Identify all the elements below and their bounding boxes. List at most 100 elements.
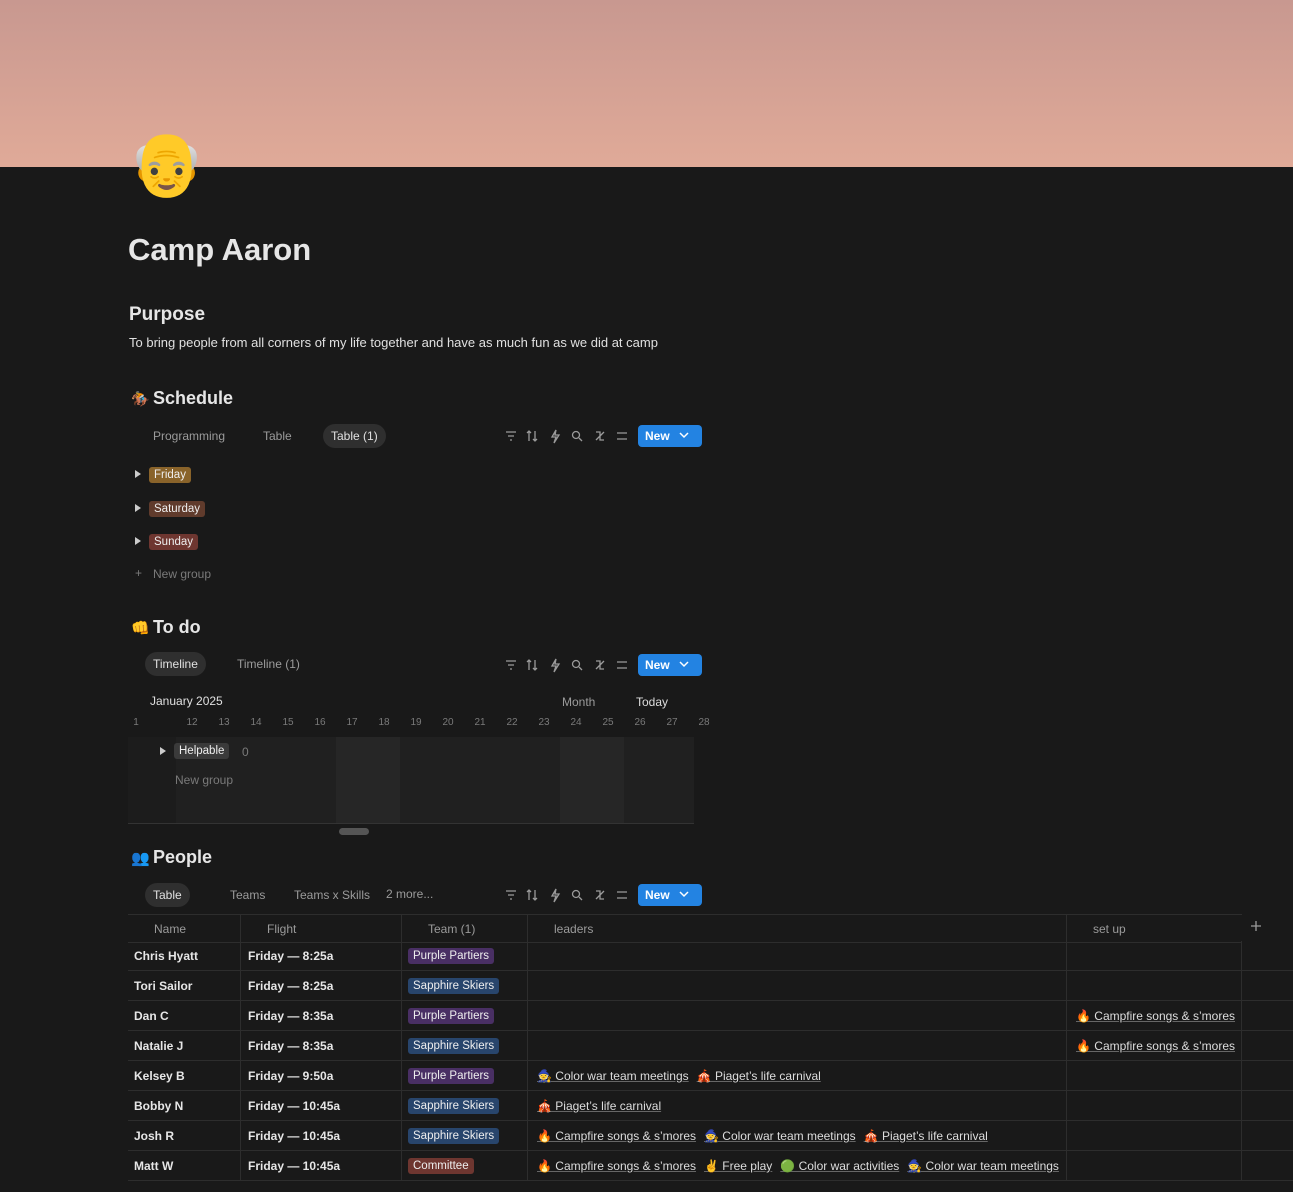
toolbar (500, 885, 630, 905)
triangle (135, 504, 141, 512)
new-button[interactable]: New (638, 654, 702, 676)
group-count: 0 (242, 745, 249, 759)
view-tab[interactable]: Teams x Skills (294, 888, 371, 902)
day-label: 17 (346, 717, 358, 728)
page-title: Camp Aaron (128, 232, 312, 267)
relation-link[interactable]: 🔥 Campfire songs & s’mores (537, 1159, 696, 1173)
group-tag[interactable]: Sunday (149, 534, 199, 550)
column-header[interactable]: Name (128, 914, 241, 943)
add-column[interactable] (1250, 919, 1262, 937)
more-views[interactable]: 2 more... (386, 887, 434, 901)
relation-link[interactable]: 🧙 Color war team meetings (704, 1129, 856, 1143)
relation-link[interactable]: 🎪 Piaget’s life carnival (863, 1129, 988, 1143)
new-dropdown[interactable] (679, 889, 689, 902)
name-cell[interactable]: Chris Hyatt (134, 949, 199, 963)
table-cell (528, 1001, 1067, 1031)
view-tab[interactable]: Timeline (145, 652, 206, 676)
day-label: 26 (634, 717, 646, 728)
toggle-arrow (134, 469, 142, 481)
name-cell[interactable]: Bobby N (134, 1099, 184, 1113)
purpose-heading: Purpose (129, 304, 206, 325)
name-cell[interactable]: Natalie J (134, 1039, 184, 1053)
view-tab[interactable]: Timeline (1) (237, 657, 300, 671)
new-button[interactable]: New (638, 884, 702, 906)
name-cell[interactable]: Tori Sailor (134, 979, 193, 993)
column-header[interactable]: Team (1) (402, 914, 528, 943)
table-cell (241, 1001, 402, 1031)
relation-link[interactable]: 🎪 Piaget’s life carnival (537, 1099, 662, 1113)
new-dropdown[interactable] (679, 430, 689, 443)
table-cell (241, 1151, 402, 1181)
new-group[interactable]: + (135, 566, 143, 580)
group-tag[interactable]: Friday (149, 467, 191, 483)
leaders-cell: 🎪 Piaget’s life carnival (537, 1099, 669, 1113)
table-cell (241, 1121, 402, 1151)
team-tag: Purple Partiers (408, 1008, 495, 1024)
table-cell (241, 1031, 402, 1061)
table-cell (241, 1061, 402, 1091)
group-tag[interactable]: Saturday (149, 501, 206, 517)
table-cell (128, 1151, 241, 1181)
relation-link[interactable]: 🔥 Campfire songs & s’mores (537, 1129, 696, 1143)
column-header[interactable]: Flight (241, 914, 402, 943)
new-group-label[interactable]: New group (153, 567, 212, 581)
column-header[interactable]: set up (1067, 914, 1242, 943)
relation-link[interactable]: 🔥 Campfire songs & s’mores (1076, 1039, 1235, 1053)
name-cell[interactable]: Dan C (134, 1009, 169, 1023)
view-tab[interactable]: Table (263, 429, 292, 443)
table-cell (1242, 1091, 1293, 1121)
table-cell (1242, 1001, 1293, 1031)
timeline-lane (128, 737, 176, 823)
chevron (679, 432, 689, 439)
table-cell (402, 1001, 528, 1031)
table-cell (1067, 1031, 1242, 1061)
table-cell (402, 1061, 528, 1091)
relation-link[interactable]: ✌️ Free play (704, 1159, 773, 1173)
triangle (135, 470, 141, 478)
day-label: 23 (538, 717, 550, 728)
table-cell (402, 971, 528, 1001)
new-group-label[interactable]: New group (175, 773, 234, 787)
flight-cell: Friday — 8:35a (248, 1039, 334, 1053)
table-cell (1242, 1121, 1293, 1151)
leaders-cell: 🔥 Campfire songs & s’mores 🧙 Color war te… (537, 1129, 996, 1143)
new-button[interactable]: New (638, 425, 702, 447)
table-cell (528, 1151, 1067, 1181)
table-cell (1242, 1061, 1293, 1091)
section-heading: People (153, 847, 213, 867)
new-dropdown[interactable] (679, 659, 689, 672)
scale-select[interactable]: Month (562, 695, 596, 709)
page-icon: 👴 (128, 130, 206, 199)
relation-link[interactable]: 🔥 Campfire songs & s’mores (1076, 1009, 1235, 1023)
group-tag[interactable]: Helpable (174, 743, 230, 759)
view-tab[interactable]: Teams (230, 888, 266, 902)
view-tab[interactable]: Programming (153, 429, 226, 443)
section-icon: 👊 (131, 620, 150, 637)
relation-link[interactable]: 🎪 Piaget’s life carnival (696, 1069, 821, 1083)
relation-link[interactable]: 🧙 Color war team meetings (907, 1159, 1059, 1173)
relation-link[interactable]: 🧙 Color war team meetings (537, 1069, 689, 1083)
table-cell (528, 1121, 1067, 1151)
table-cell (128, 1001, 241, 1031)
flight-cell: Friday — 8:25a (248, 949, 334, 963)
view-tab[interactable]: Table (1) (323, 424, 386, 448)
table-cell (528, 941, 1067, 971)
table-cell (402, 1031, 528, 1061)
view-tab[interactable]: Table (145, 883, 190, 907)
day-label: 19 (410, 717, 422, 728)
flight-cell: Friday — 10:45a (248, 1129, 341, 1143)
table-cell (1067, 1151, 1242, 1181)
day-label: 16 (314, 717, 326, 728)
table-cell (1242, 1031, 1293, 1061)
name-cell[interactable]: Matt W (134, 1159, 174, 1173)
name-cell[interactable]: Kelsey B (134, 1069, 185, 1083)
today-button[interactable]: Today (636, 695, 669, 709)
day-label: 25 (602, 717, 614, 728)
name-cell[interactable]: Josh R (134, 1129, 175, 1143)
table-cell (128, 971, 241, 1001)
team-tag: Committee (408, 1158, 474, 1174)
relation-link[interactable]: 🟢 Color war activities (780, 1159, 900, 1173)
toolbar-icons (506, 658, 627, 673)
column-header[interactable]: leaders (528, 914, 1067, 943)
table-cell (402, 941, 528, 971)
